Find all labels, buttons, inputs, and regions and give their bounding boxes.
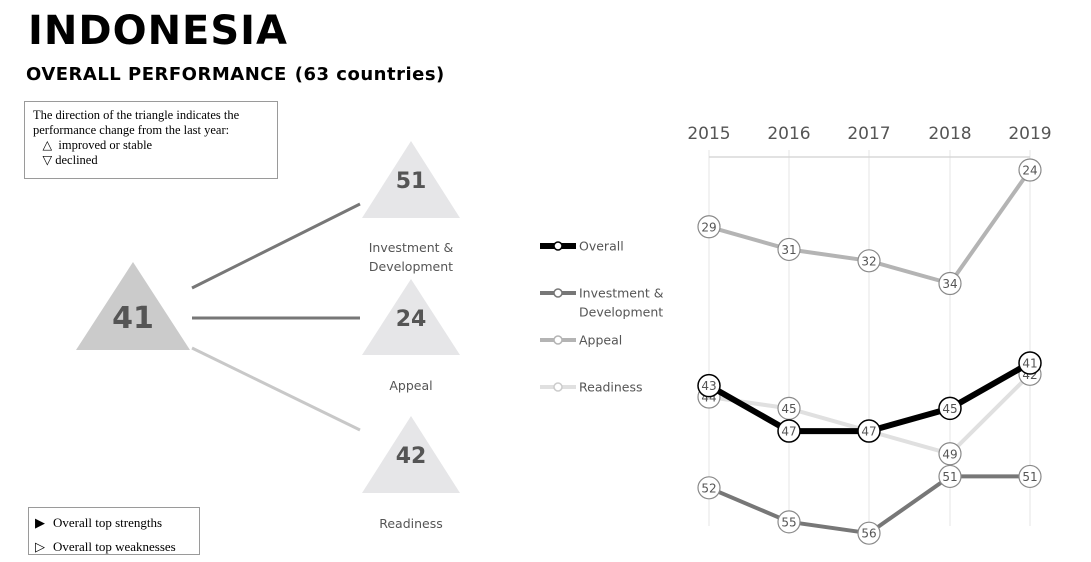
readiness-label: Readiness xyxy=(379,516,443,531)
point-label-investment-development-2018: 51 xyxy=(942,470,957,484)
point-appeal-2019 xyxy=(1018,158,1042,182)
series-legend: Overall Investment & Development Appeal Read… xyxy=(540,239,664,395)
note-line-1: The direction of the triangle indicates … xyxy=(33,108,240,122)
point-readiness-2018 xyxy=(938,442,962,466)
series-investment-development: 52 55 56 51 51 xyxy=(697,464,1042,545)
year-label-2015: 2015 xyxy=(687,124,730,144)
point-overall-2019 xyxy=(1018,351,1042,375)
point-investment-development-2017 xyxy=(857,521,881,545)
weaknesses-row: ▷ Overall top weaknesses xyxy=(35,535,193,559)
investment-label-line-2: Development xyxy=(369,259,453,274)
legend-item-investment-development: Investment & Development xyxy=(540,286,664,320)
legend-marker-appeal xyxy=(553,335,563,345)
point-appeal-2016 xyxy=(777,237,801,262)
point-label-overall-2017: 47 xyxy=(861,425,876,439)
overall-triangle-shape xyxy=(76,262,190,350)
legend-label-readiness: Readiness xyxy=(579,380,643,395)
legend-marker-investment-development xyxy=(553,288,563,298)
point-investment-development-2016 xyxy=(777,510,801,534)
legend-item-readiness: Readiness xyxy=(540,380,643,395)
point-label-appeal-2018: 34 xyxy=(942,277,957,291)
triangle-down-icon: ▽ xyxy=(42,153,53,167)
subtitle-text: OVERALL PERFORMANCE xyxy=(26,64,287,85)
year-label-2019: 2019 xyxy=(1008,124,1051,144)
readiness-triangle: 42 Readiness xyxy=(362,416,460,531)
legend-marker-overall xyxy=(553,241,563,251)
legend-item-appeal: Appeal xyxy=(540,333,622,348)
triangle-direction-note: The direction of the triangle indicates … xyxy=(24,101,278,179)
point-investment-development-2018 xyxy=(938,464,962,489)
note-declined-label: declined xyxy=(55,153,98,167)
series-overall: 43 47 47 45 41 xyxy=(697,351,1042,443)
weaknesses-label: Overall top weaknesses xyxy=(53,539,176,554)
note-improved-label: improved or stable xyxy=(58,138,153,152)
strengths-label: Overall top strengths xyxy=(53,515,163,530)
legend-label-investment-development-2: Development xyxy=(579,305,663,320)
point-label-appeal-2016: 31 xyxy=(781,243,796,257)
legend-item-overall: Overall xyxy=(540,239,624,254)
point-investment-development-2019 xyxy=(1018,464,1042,489)
strengths-row: ▶ Overall top strengths xyxy=(35,511,193,535)
overall-rank-value: 41 xyxy=(112,301,154,336)
point-label-readiness-2016: 45 xyxy=(781,402,796,416)
filled-triangle-icon: ▶ xyxy=(35,515,45,530)
point-label-appeal-2017: 32 xyxy=(861,254,876,268)
point-overall-2017 xyxy=(857,419,881,443)
note-improved-row: △ improved or stable xyxy=(33,138,269,153)
appeal-triangle-shape xyxy=(362,279,460,355)
point-appeal-2018 xyxy=(938,271,962,296)
strengths-weaknesses-legend: ▶ Overall top strengths ▷ Overall top weak… xyxy=(28,507,200,555)
point-label-appeal-2015: 29 xyxy=(701,220,716,234)
point-label-overall-2018: 45 xyxy=(942,402,957,416)
page-title: INDONESIA xyxy=(28,8,289,54)
point-overall-2016 xyxy=(777,419,801,443)
point-investment-development-2015 xyxy=(697,476,721,500)
point-overall-2018 xyxy=(938,396,962,421)
connector-investment xyxy=(191,202,361,290)
triangle-up-icon: △ xyxy=(42,138,53,152)
appeal-triangle: 24 Appeal xyxy=(362,279,460,393)
year-label-2016: 2016 xyxy=(767,124,810,144)
legend-marker-readiness xyxy=(553,382,563,392)
investment-label-line-1: Investment & xyxy=(369,240,454,255)
point-appeal-2017 xyxy=(857,249,881,273)
point-label-investment-development-2019: 51 xyxy=(1022,470,1037,484)
ranking-line-chart: 2015201620172018201944454749422931323424… xyxy=(687,124,1052,545)
readiness-rank-value: 42 xyxy=(396,444,427,469)
appeal-rank-value: 24 xyxy=(396,307,427,332)
legend-label-overall: Overall xyxy=(579,239,624,254)
legend-label-appeal: Appeal xyxy=(579,333,622,348)
point-label-readiness-2018: 49 xyxy=(942,447,957,461)
appeal-label: Appeal xyxy=(389,378,432,393)
point-label-investment-development-2016: 55 xyxy=(781,515,796,529)
point-label-investment-development-2017: 56 xyxy=(861,527,876,541)
readiness-triangle-shape xyxy=(362,416,460,493)
country-count: (63 countries) xyxy=(294,64,445,85)
outline-triangle-icon: ▷ xyxy=(35,539,45,554)
point-label-investment-development-2015: 52 xyxy=(701,481,716,495)
note-declined-row: ▽ declined xyxy=(33,153,269,168)
overall-triangle: 41 xyxy=(76,262,190,350)
point-label-overall-2016: 47 xyxy=(781,425,796,439)
investment-triangle-shape xyxy=(362,141,460,218)
connector-readiness xyxy=(191,346,361,432)
point-label-overall-2015: 43 xyxy=(701,379,716,393)
point-label-appeal-2019: 24 xyxy=(1022,164,1037,178)
year-label-2017: 2017 xyxy=(847,124,890,144)
legend-label-investment-development-1: Investment & xyxy=(579,286,664,301)
point-label-overall-2019: 41 xyxy=(1022,356,1037,370)
series-appeal: 29 31 32 34 24 xyxy=(697,158,1042,296)
note-line-2: performance change from the last year: xyxy=(33,123,230,137)
year-label-2018: 2018 xyxy=(928,124,971,144)
page-subtitle: OVERALL PERFORMANCE (63 countries) xyxy=(26,64,445,85)
point-appeal-2015 xyxy=(697,215,721,239)
investment-triangle: 51 Investment & Development xyxy=(362,141,460,274)
investment-rank-value: 51 xyxy=(396,169,427,194)
point-overall-2015 xyxy=(697,373,721,398)
